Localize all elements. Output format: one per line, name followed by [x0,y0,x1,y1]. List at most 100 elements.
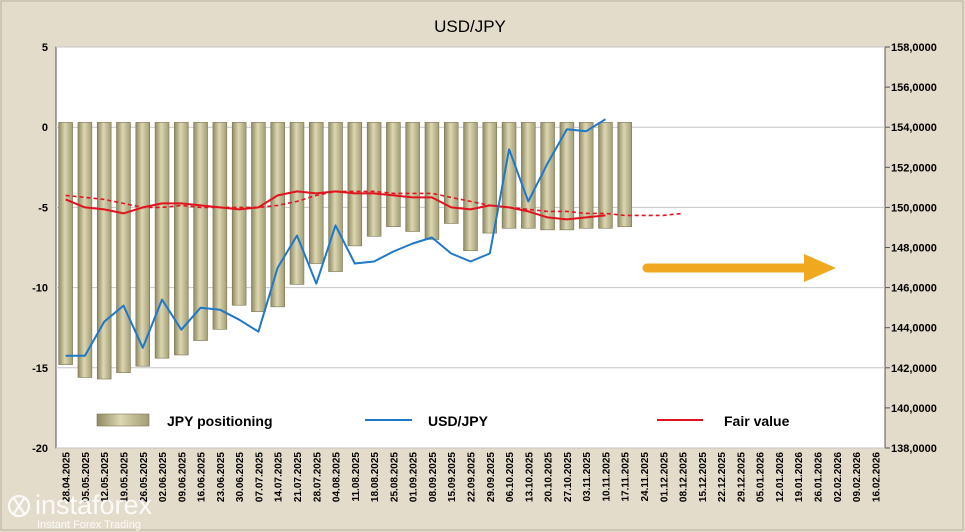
date-tick-label: 05.01.2026 [756,452,767,502]
date-tick-label: 20.10.2025 [544,452,555,502]
right-axis-tick-label: 150,0000 [891,202,937,214]
watermark-brand: instaforex [35,490,153,520]
date-tick-label: 13.10.2025 [524,452,535,502]
date-tick-label: 07.07.2025 [254,452,265,502]
legend-label-fair-value: Fair value [724,413,790,429]
bar-jpy-positioning [212,122,228,330]
date-tick-label: 29.09.2025 [486,452,497,502]
date-tick-label: 23.06.2025 [216,452,227,502]
date-tick-label: 02.02.2026 [833,452,844,502]
bar-jpy-positioning [96,122,112,380]
left-axis-tick-label: 5 [42,42,48,54]
fair-value-line [65,190,606,221]
bar-jpy-positioning [559,122,575,231]
date-tick-label: 10.11.2025 [601,452,612,502]
bar-jpy-positioning [193,122,208,341]
forecast-arrow-head [804,254,836,282]
date-tick-label: 09.06.2025 [177,452,188,502]
date-tick-label: 05.05.2025 [81,452,92,502]
date-tick-label: 28.04.2025 [62,452,73,502]
bar-jpy-positioning [463,122,478,252]
bar-jpy-positioning [289,122,305,285]
left-axis-tick-label: 0 [42,122,48,134]
date-tick-label: 22.12.2025 [717,452,728,502]
legend-label-jpy-positioning: JPY positioning [167,413,273,429]
bar-jpy-positioning [521,122,536,229]
bar-jpy-positioning [617,122,632,227]
bar-jpy-positioning [501,122,517,229]
instaforex-logo-mark [7,494,31,518]
bar-jpy-positioning [231,122,247,306]
bar-jpy-positioning [174,122,189,356]
bar-jpy-positioning [598,122,613,229]
bar-jpy-positioning [58,122,73,365]
date-tick-label: 19.01.2026 [794,452,805,502]
date-tick-label: 04.08.2025 [332,452,343,502]
bar-jpy-positioning [405,122,420,232]
date-tick-label: 25.08.2025 [389,452,400,502]
bar-jpy-positioning [540,122,555,231]
date-tick-label: 08.09.2025 [428,452,439,502]
right-axis-tick-label: 156,0000 [891,82,937,94]
fair-value-forecast-line [65,190,683,217]
date-tick-label: 19.05.2025 [119,452,130,502]
date-tick-label: 15.12.2025 [698,452,709,502]
date-tick-label: 08.12.2025 [679,452,690,502]
date-tick-label: 26.05.2025 [139,452,150,502]
legend-label-usdjpy: USD/JPY [428,413,489,429]
watermark-tagline: Instant Forex Trading [37,519,141,531]
date-tick-label: 27.10.2025 [563,452,574,502]
date-tick-label: 01.09.2025 [409,452,420,502]
date-tick-label: 06.10.2025 [505,452,516,502]
chart-title: USD/JPY [434,17,506,36]
date-tick-label: 03.11.2025 [582,452,593,502]
date-tick-label: 21.07.2025 [293,452,304,502]
bar-jpy-positioning [366,122,382,237]
right-axis-tick-label: 144,0000 [891,323,937,335]
bar-jpy-positioning [578,122,594,229]
date-tick-label: 09.02.2026 [852,452,863,502]
bar-jpy-positioning [347,122,363,247]
instaforex-logo: instaforex Instant Forex Trading [7,490,153,531]
date-tick-label: 30.06.2025 [235,452,246,502]
right-axis-tick-label: 152,0000 [891,162,937,174]
left-axis-tick-label: -15 [32,363,48,375]
usdjpy-line [65,118,607,357]
right-axis-tick-label: 140,0000 [891,403,937,415]
right-axis-tick-label: 158,0000 [891,42,937,54]
bar-jpy-positioning [77,122,93,378]
date-tick-label: 24.11.2025 [640,452,651,502]
date-tick-label: 15.09.2025 [447,452,458,502]
date-tick-label: 01.12.2025 [659,452,670,502]
date-tick-label: 11.08.2025 [351,452,362,502]
bar-jpy-positioning [116,122,131,373]
right-axis-tick-label: 148,0000 [891,243,937,255]
bar-jpy-positioning [251,122,266,312]
left-axis-tick-label: -20 [32,443,48,455]
date-tick-label: 12.05.2025 [100,452,111,502]
date-tick-label: 02.06.2025 [158,452,169,502]
legend: JPY positioning USD/JPY Fair value [96,413,790,429]
date-tick-label: 17.11.2025 [621,452,632,502]
legend-swatch-jpy-positioning [96,413,150,427]
left-axis-tick-label: -5 [38,202,48,214]
date-tick-label: 16.02.2026 [871,452,882,502]
date-tick-label: 16.06.2025 [197,452,208,502]
left-axis-tick-label: -10 [32,283,48,295]
bar-jpy-positioning [135,122,150,367]
bar-jpy-positioning [154,122,170,359]
date-tick-label: 22.09.2025 [467,452,478,502]
right-axis-tick-label: 142,0000 [891,363,937,375]
forecast-arrow [642,254,836,282]
right-axis-tick-label: 138,0000 [891,443,937,455]
date-tick-label: 28.07.2025 [312,452,323,502]
date-tick-label: 26.01.2026 [814,452,825,502]
date-tick-label: 14.07.2025 [274,452,285,502]
bar-jpy-positioning [482,122,498,234]
bar-jpy-positioning [386,122,401,227]
right-axis-tick-label: 154,0000 [891,122,937,134]
bar-jpy-positioning [270,122,285,308]
date-tick-label: 18.08.2025 [370,452,381,502]
